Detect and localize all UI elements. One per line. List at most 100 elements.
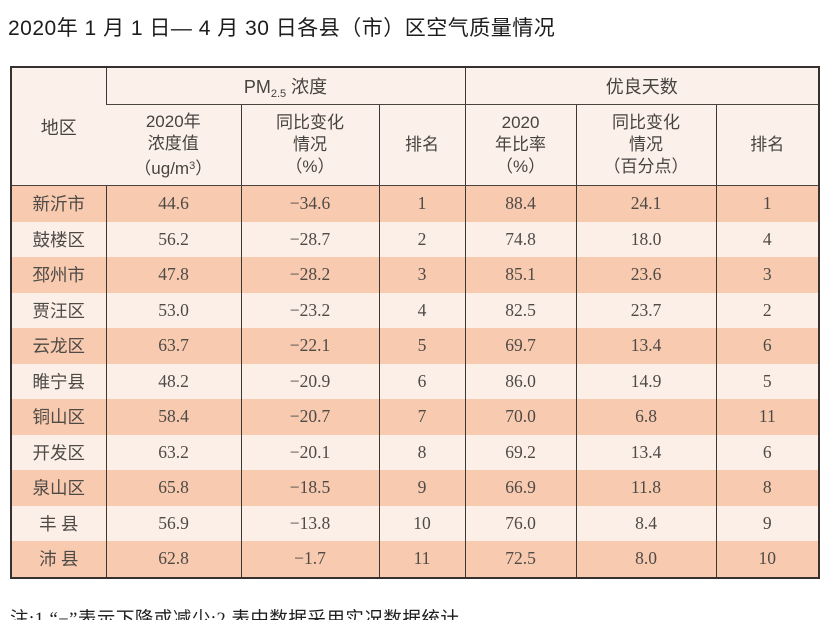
cell-ratio-change: 13.4 (575, 328, 717, 364)
cell-ratio-rank: 9 (715, 505, 820, 541)
cell-ratio-change: 23.7 (575, 292, 717, 328)
cell-pm-rank: 1 (378, 185, 466, 222)
cell-pm-rank: 5 (378, 328, 466, 364)
cell-ratio-change: 13.4 (575, 434, 717, 470)
cell-pm-rank: 10 (378, 505, 466, 541)
cell-pm-value: 58.4 (105, 399, 241, 435)
cell-pm-value: 63.7 (105, 328, 241, 364)
cell-ratio-rank: 2 (715, 292, 820, 328)
header-pm-rank: 排名 (378, 104, 466, 186)
cell-region: 铜山区 (11, 399, 106, 435)
cell-ratio: 74.8 (464, 221, 577, 257)
cell-pm-rank: 3 (378, 257, 466, 293)
cell-pm-change: −34.6 (240, 185, 379, 222)
cell-ratio-change: 14.9 (575, 363, 717, 399)
pm-label-suffix: 浓度 (286, 76, 328, 97)
table-row: 贾汪区 53.0 −23.2 4 82.5 23.7 2 (11, 292, 820, 328)
cell-ratio: 69.7 (464, 328, 577, 364)
table-row: 睢宁县 48.2 −20.9 6 86.0 14.9 5 (11, 363, 820, 399)
header-line: 2020 (501, 113, 540, 132)
table-row: 泉山区 65.8 −18.5 9 66.9 11.8 8 (11, 470, 820, 506)
cell-region: 新沂市 (11, 185, 106, 222)
table-header: 地区 PM2.5 浓度 优良天数 2020年 浓度值 （ug/m3） 同比变化 … (11, 67, 820, 186)
cell-ratio-rank: 3 (715, 257, 820, 293)
footnote: 注:1.“−”表示下降或减少;2.表中数据采用实况数据统计。 (10, 609, 479, 620)
cell-pm-rank: 8 (378, 434, 466, 470)
cell-pm-rank: 6 (378, 363, 466, 399)
cell-region: 云龙区 (11, 328, 106, 364)
header-line: （%） (495, 157, 546, 176)
cell-pm-change: −23.2 (240, 292, 379, 328)
cell-pm-change: −20.1 (240, 434, 379, 470)
cell-pm-value: 48.2 (105, 363, 241, 399)
cell-ratio-change: 6.8 (575, 399, 717, 435)
header-region: 地区 (11, 67, 106, 186)
cell-pm-value: 62.8 (105, 541, 241, 578)
table-row: 丰 县 56.9 −13.8 10 76.0 8.4 9 (11, 505, 820, 541)
cell-pm-value: 63.2 (105, 434, 241, 470)
cell-ratio: 70.0 (464, 399, 577, 435)
cell-region: 邳州市 (11, 257, 106, 293)
header-line: （%） (285, 157, 335, 176)
cell-ratio: 85.1 (464, 257, 577, 293)
cell-ratio-rank: 11 (715, 399, 820, 435)
header-line: 同比变化 (276, 113, 344, 132)
header-group-good-days: 优良天数 (464, 67, 820, 105)
cell-pm-change: −1.7 (240, 541, 379, 578)
header-line: （百分点） (603, 157, 689, 176)
cell-ratio-rank: 5 (715, 363, 820, 399)
cell-pm-value: 53.0 (105, 292, 241, 328)
cell-region: 鼓楼区 (11, 221, 106, 257)
cell-pm-value: 47.8 (105, 257, 241, 293)
unit-close: ） (195, 158, 213, 178)
header-line: 情况 (293, 135, 327, 154)
cell-ratio-rank: 1 (715, 185, 820, 222)
cell-region: 丰 县 (11, 505, 106, 541)
page-title: 2020年 1 月 1 日— 4 月 30 日各县（市）区空气质量情况 (8, 17, 556, 40)
cell-pm-rank: 4 (378, 292, 466, 328)
cell-ratio: 76.0 (464, 505, 577, 541)
pm-subscript: 2.5 (270, 87, 287, 100)
header-line: 2020年 (145, 111, 201, 131)
table-row: 铜山区 58.4 −20.7 7 70.0 6.8 11 (11, 399, 820, 435)
table-row: 开发区 63.2 −20.1 8 69.2 13.4 6 (11, 434, 820, 470)
table-row: 邳州市 47.8 −28.2 3 85.1 23.6 3 (11, 257, 820, 293)
cell-ratio-change: 24.1 (575, 185, 717, 222)
cell-pm-change: −20.7 (240, 399, 379, 435)
table-row: 沛 县 62.8 −1.7 11 72.5 8.0 10 (11, 541, 820, 578)
table-row: 鼓楼区 56.2 −28.7 2 74.8 18.0 4 (11, 221, 820, 257)
header-pm-change: 同比变化 情况 （%） (240, 104, 379, 186)
cell-ratio: 88.4 (464, 185, 577, 222)
header-line-unit: （ug/m3） (106, 155, 241, 180)
cell-region: 睢宁县 (11, 363, 106, 399)
cell-pm-change: −18.5 (240, 470, 379, 506)
cell-pm-rank: 2 (378, 221, 466, 257)
cell-ratio-change: 8.0 (575, 541, 717, 578)
cell-region: 开发区 (11, 434, 106, 470)
header-pm-value: 2020年 浓度值 （ug/m3） (106, 104, 241, 186)
unit-open: （ug/m (134, 158, 190, 178)
header-line: 年比率 (495, 135, 547, 154)
cell-ratio-rank: 8 (715, 470, 820, 506)
cell-ratio: 69.2 (464, 434, 577, 470)
cell-pm-value: 65.8 (105, 470, 241, 506)
table-row: 新沂市 44.6 −34.6 1 88.4 24.1 1 (11, 185, 820, 222)
cell-ratio: 82.5 (464, 292, 577, 328)
table-body: 新沂市 44.6 −34.6 1 88.4 24.1 1 鼓楼区 56.2 −2… (11, 185, 820, 578)
header-group-row: 地区 PM2.5 浓度 优良天数 (11, 67, 820, 186)
header-ratio: 2020 年比率 （%） (464, 104, 577, 186)
cell-pm-change: −22.1 (240, 328, 379, 364)
cell-pm-change: −13.8 (240, 505, 379, 541)
cell-pm-change: −28.2 (240, 257, 379, 293)
cell-region: 泉山区 (11, 470, 106, 506)
header-line: 同比变化 (612, 113, 681, 132)
cell-region: 贾汪区 (11, 292, 106, 328)
header-group-pm25: PM2.5 浓度 (105, 67, 466, 105)
header-line: 浓度值 (147, 133, 199, 153)
table-row: 云龙区 63.7 −22.1 5 69.7 13.4 6 (11, 328, 820, 364)
header-sub-row: 2020年 浓度值 （ug/m3） 同比变化 情况 （%） 排名 2020 年比… (11, 104, 820, 186)
cell-pm-rank: 7 (378, 399, 466, 435)
cell-pm-rank: 11 (378, 541, 466, 578)
pm-label: PM (243, 76, 271, 97)
